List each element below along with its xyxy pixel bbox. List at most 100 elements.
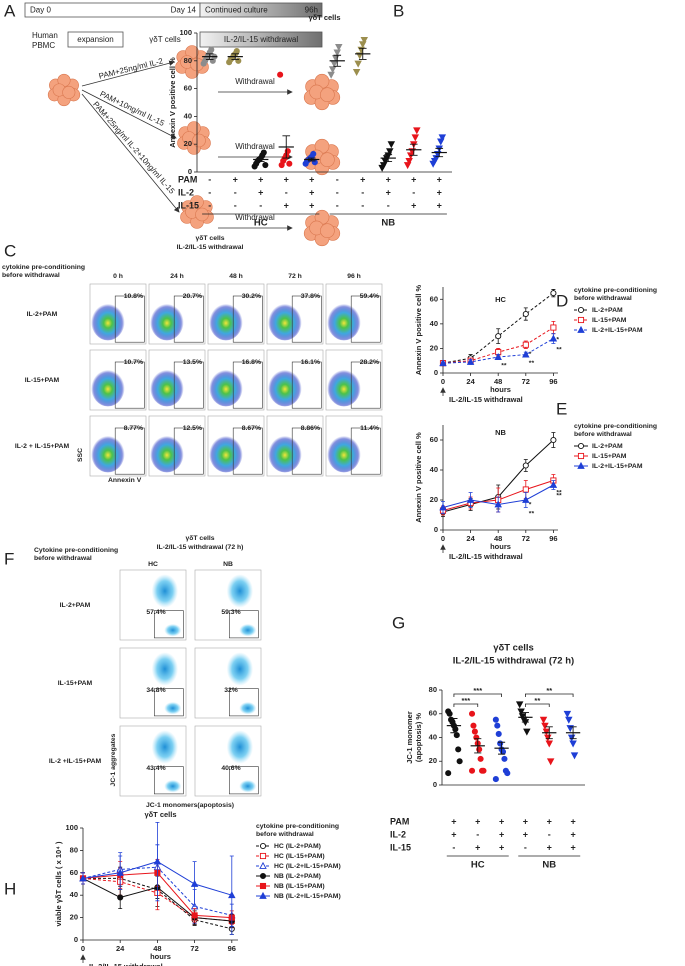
panel-letter: B — [393, 1, 404, 20]
flow-cloud — [327, 368, 361, 407]
cells-label: γδT cells — [149, 35, 180, 44]
data-point — [494, 722, 501, 729]
panel-letter: H — [4, 879, 16, 898]
condition-sign: + — [437, 187, 442, 197]
cell — [192, 133, 206, 148]
data-point — [446, 710, 453, 717]
data-point — [522, 462, 529, 469]
condition-sign: - — [452, 842, 455, 852]
y-tick-label: 80 — [70, 845, 78, 854]
flow-subtitle: IL-2/IL-15 withdrawal (72 h) — [157, 544, 244, 551]
flow-gate — [173, 361, 204, 409]
legend-label: IL-2+PAM — [592, 307, 623, 314]
data-point — [515, 701, 524, 709]
data-point — [190, 879, 199, 887]
flow-gate — [232, 361, 263, 409]
y-tick-label: 0 — [188, 167, 192, 176]
flow-title: γδT cells — [185, 535, 214, 542]
flow-cloud — [151, 730, 179, 764]
data-point — [327, 71, 335, 79]
data-point — [153, 857, 162, 865]
flow-gate — [229, 688, 259, 717]
flow-cloud — [164, 623, 182, 637]
flow-cloud — [91, 434, 125, 473]
flow-percentage: 8.67% — [242, 425, 261, 432]
data-point — [335, 43, 343, 51]
condition-sign: - — [387, 200, 390, 210]
legend-marker — [259, 861, 267, 869]
chart-title: γδT cells — [308, 13, 340, 22]
condition-sign: - — [208, 174, 211, 184]
chart-title: NB — [495, 428, 506, 437]
condition-sign: - — [361, 187, 364, 197]
condition-sign: + — [258, 174, 263, 184]
significance-label: * — [529, 351, 532, 358]
data-point — [352, 68, 361, 76]
row-label: IL-15+PAM — [25, 377, 60, 384]
legend-marker — [259, 872, 267, 880]
sem-bar — [205, 53, 214, 60]
legend-label: NB (IL-2+IL-15+PAM) — [274, 893, 341, 900]
cell — [320, 223, 335, 239]
sem-bar — [450, 718, 458, 734]
condition-sign: + — [475, 842, 480, 852]
flow-cloud — [151, 652, 179, 686]
y-axis-label: viable γδT cells ( x 10⁴ ) — [54, 841, 63, 926]
flow-gate — [350, 295, 381, 343]
flow-axis-label: SSC — [77, 448, 84, 462]
data-point — [522, 486, 529, 493]
data-point — [116, 868, 124, 876]
condition-sign: + — [547, 842, 552, 852]
flow-percentage: 59.3% — [221, 609, 240, 616]
flow-percentage: 34.8% — [146, 687, 165, 694]
flow-percentage: 37.8% — [301, 293, 320, 300]
y-tick-label: 60 — [430, 435, 438, 444]
flow-cloud — [150, 368, 184, 407]
flow-axis-label: JC-1 aggregates — [110, 733, 117, 786]
condition-sign: - — [336, 200, 339, 210]
x-tick-label: 24 — [466, 534, 475, 543]
condition-sign: + — [233, 174, 238, 184]
flow-cloud — [268, 434, 302, 473]
sem-bar — [498, 741, 506, 755]
flow-cloud — [164, 701, 182, 715]
condition-sign: + — [451, 816, 456, 826]
withdrawal-box — [199, 31, 323, 48]
column-header: 48 h — [229, 273, 243, 280]
legend-marker — [259, 852, 267, 860]
legend-label: HC (IL-2+PAM) — [274, 843, 321, 850]
flow-gate — [229, 766, 259, 795]
sem-bar — [358, 47, 367, 60]
x-tick-label: 0 — [81, 944, 85, 953]
flow-percentage: 57.4% — [146, 609, 165, 616]
data-point — [328, 66, 337, 74]
y-tick-label: 60 — [430, 294, 438, 303]
flow-cloud — [209, 302, 243, 341]
chart-title: γδT cells — [144, 810, 176, 819]
data-point — [79, 874, 87, 882]
significance-label: * — [529, 501, 532, 508]
x-tick-label: 0 — [441, 377, 445, 386]
condition-sign: + — [437, 200, 442, 210]
data-point — [501, 755, 508, 762]
data-point — [468, 767, 476, 774]
arrow — [81, 89, 177, 139]
significance-label: ** — [529, 510, 535, 517]
annotation: IL-2/IL-15 withdrawal — [449, 395, 523, 404]
flow-percentage: 43.4% — [146, 765, 165, 772]
significance-label: ** — [556, 489, 562, 496]
condition-label: IL-2 — [178, 187, 194, 197]
chart-title: HC — [495, 295, 506, 304]
timeline-label: Continued culture — [205, 6, 268, 15]
flow-cloud — [226, 730, 254, 764]
y-axis-label: Annexin V positive cell % — [168, 57, 177, 148]
significance-label: ** — [556, 492, 562, 499]
flow-percentage: 11.4% — [360, 425, 379, 432]
data-point — [567, 734, 576, 742]
flow-percentage: 16.8% — [242, 359, 261, 366]
sem-bar — [569, 726, 577, 740]
flow-gate — [291, 427, 322, 475]
data-point — [494, 352, 502, 360]
data-point — [539, 716, 548, 724]
flow-gate — [154, 610, 184, 639]
